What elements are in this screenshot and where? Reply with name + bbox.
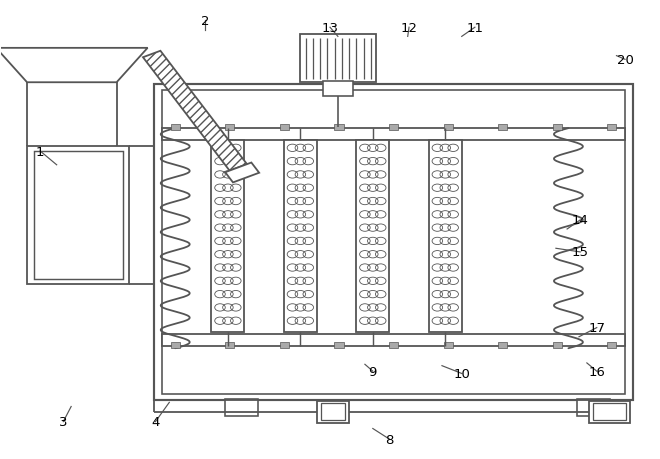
Bar: [162, 90, 625, 394]
Polygon shape: [0, 49, 148, 83]
Bar: [498, 125, 508, 131]
Bar: [589, 401, 630, 423]
Bar: [607, 125, 616, 131]
Bar: [389, 342, 398, 348]
Bar: [444, 342, 453, 348]
Bar: [225, 342, 234, 348]
Polygon shape: [143, 52, 247, 171]
Text: 8: 8: [385, 432, 393, 446]
Bar: [335, 125, 344, 131]
Text: 12: 12: [401, 22, 418, 34]
Bar: [593, 403, 626, 420]
Bar: [171, 342, 180, 348]
Bar: [171, 125, 180, 131]
Bar: [577, 399, 610, 416]
Text: 9: 9: [369, 365, 377, 378]
Text: 4: 4: [151, 415, 160, 428]
Bar: [607, 342, 616, 348]
Bar: [225, 125, 234, 131]
Bar: [211, 140, 244, 332]
Bar: [280, 342, 289, 348]
Text: 16: 16: [588, 365, 605, 378]
Bar: [162, 335, 625, 346]
Text: 10: 10: [453, 367, 470, 380]
Bar: [444, 125, 453, 131]
Bar: [284, 140, 317, 332]
Text: 14: 14: [572, 214, 589, 227]
Bar: [552, 125, 562, 131]
Text: 20: 20: [616, 54, 634, 67]
Bar: [162, 129, 625, 140]
Text: 2: 2: [201, 15, 209, 28]
Bar: [154, 85, 633, 400]
Bar: [323, 82, 353, 97]
Bar: [552, 342, 562, 348]
Text: 15: 15: [572, 246, 589, 259]
Text: 17: 17: [588, 321, 605, 334]
Polygon shape: [225, 163, 259, 183]
Bar: [34, 152, 123, 280]
Text: 13: 13: [321, 22, 339, 34]
Bar: [280, 125, 289, 131]
Text: 1: 1: [36, 145, 44, 158]
Bar: [356, 140, 389, 332]
Bar: [317, 401, 349, 423]
Bar: [321, 403, 345, 420]
Bar: [498, 342, 508, 348]
Text: 11: 11: [467, 22, 483, 34]
Bar: [300, 35, 376, 83]
Bar: [429, 140, 462, 332]
Text: 3: 3: [59, 415, 67, 428]
Bar: [335, 342, 344, 348]
Bar: [224, 399, 257, 416]
Bar: [389, 125, 398, 131]
Bar: [27, 147, 129, 285]
